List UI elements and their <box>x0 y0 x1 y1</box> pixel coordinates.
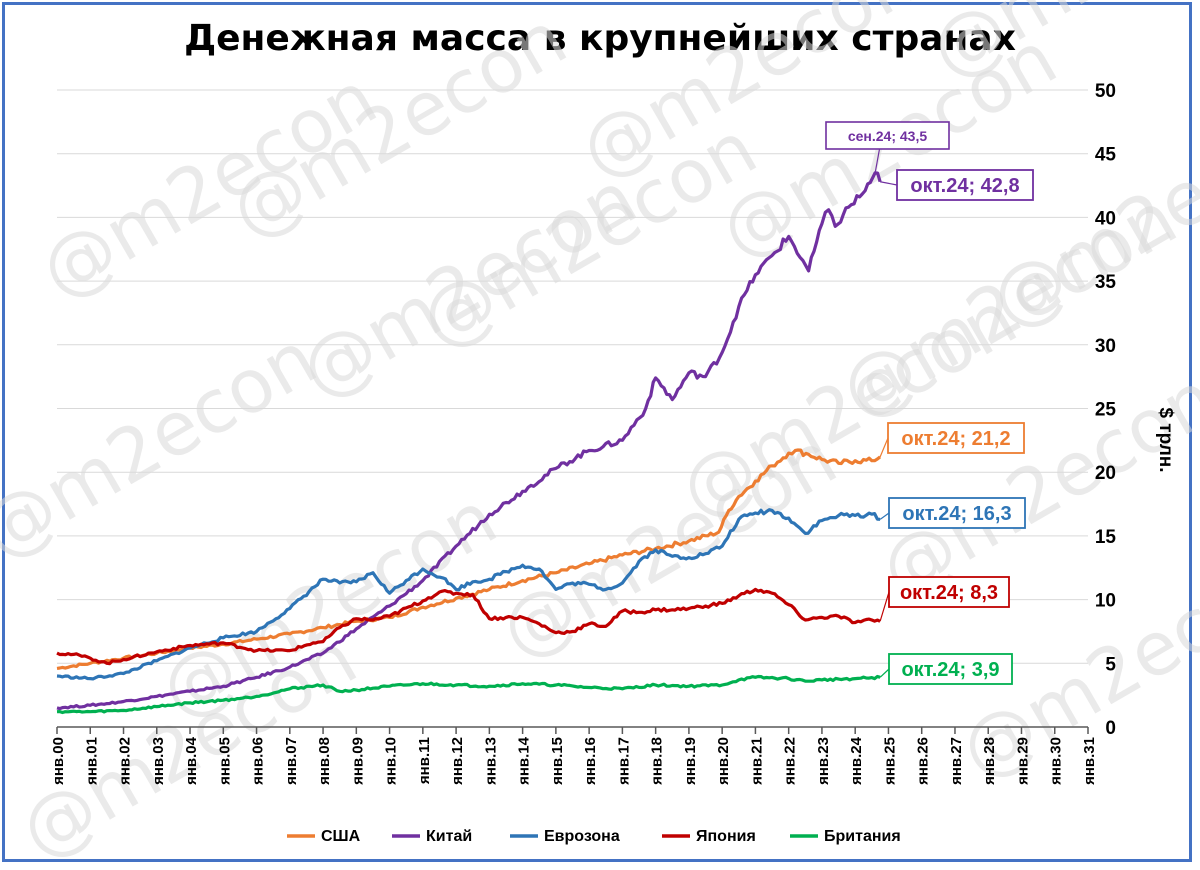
y-axis-label: $ трлн. <box>1155 407 1176 472</box>
x-tick-label: янв.08 <box>316 737 333 785</box>
gridlines <box>57 89 1088 664</box>
legend-label: Британия <box>824 828 901 845</box>
x-tick-label: янв.07 <box>283 737 300 785</box>
x-tick-label: янв.25 <box>881 737 898 785</box>
y-tick-label: 35 <box>1095 272 1117 293</box>
y-tick-label: 30 <box>1095 336 1116 357</box>
legend: США Китай Еврозона Япония Британия <box>287 828 901 845</box>
annotation-leader <box>880 181 898 186</box>
legend-label: США <box>321 828 361 845</box>
x-tick-label: янв.05 <box>216 737 233 785</box>
annotation-box <box>888 497 1026 529</box>
x-tick-label: янв.28 <box>981 737 998 785</box>
annotation-box <box>888 576 1010 608</box>
peak-annotation-leader <box>874 148 881 173</box>
x-tick-label: янв.01 <box>83 737 100 785</box>
x-tick-label: янв.19 <box>682 737 699 785</box>
annotation-layer: окт.24; 21,2 окт.24; 42,8 окт.24; 16,3 окт.… <box>825 121 1034 685</box>
x-tick-label: янв.22 <box>782 737 799 785</box>
annotation-leader <box>879 668 890 678</box>
legend-label: Япония <box>696 828 756 845</box>
x-tick-label: янв.27 <box>948 737 965 785</box>
legend-label: Китай <box>426 828 472 845</box>
peak-annotation-label: сен.24; 43,5 <box>848 128 928 144</box>
x-tick-label: янв.31 <box>1081 737 1098 785</box>
annotation-box <box>887 422 1025 454</box>
x-tick-label: янв.15 <box>549 737 566 785</box>
annotation-label: окт.24; 21,2 <box>901 428 1010 450</box>
x-tick-label: янв.29 <box>1014 737 1031 785</box>
x-tick-label: янв.24 <box>848 736 865 785</box>
x-tick-label: янв.17 <box>615 737 632 785</box>
x-tick-label: янв.12 <box>449 737 466 785</box>
x-tick-label: янв.18 <box>649 737 666 785</box>
series-layer <box>56 171 882 715</box>
series-line <box>56 587 881 666</box>
annotation-box <box>896 169 1034 201</box>
y-tick-label: 50 <box>1095 81 1116 102</box>
x-tick-label: янв.16 <box>582 737 599 785</box>
series-line <box>56 674 881 715</box>
y-tick-label: 40 <box>1095 208 1116 229</box>
x-tick-label: янв.13 <box>482 737 499 785</box>
x-tick-label: янв.10 <box>383 737 400 785</box>
y-tick-label: 20 <box>1095 463 1116 484</box>
annotation-label: окт.24; 16,3 <box>902 503 1011 525</box>
annotation-leader <box>879 512 890 520</box>
annotation-label: окт.24; 3,9 <box>901 659 999 681</box>
legend-label: Еврозона <box>544 828 620 845</box>
chart-title: Денежная масса в крупнейших странах <box>184 18 1016 59</box>
y-tick-label: 25 <box>1095 400 1117 421</box>
y-tick-label: 5 <box>1105 654 1116 675</box>
annotation-leader <box>879 437 889 458</box>
x-tick-label: янв.23 <box>815 737 832 785</box>
axes: 0 5 10 15 20 25 30 35 40 45 50 янв.00 янв.01 янв.02 ян… <box>50 81 1176 785</box>
annotation-label: окт.24; 42,8 <box>910 175 1019 197</box>
x-tick-label: янв.20 <box>715 737 732 785</box>
y-tick-label: 45 <box>1095 145 1117 166</box>
y-tick-label: 15 <box>1095 527 1117 548</box>
x-tick-label: янв.03 <box>150 737 167 785</box>
x-tick-label: янв.21 <box>748 737 765 785</box>
x-tick-label: янв.26 <box>915 737 932 785</box>
series-line <box>56 171 882 711</box>
y-tick-label: 0 <box>1105 718 1116 739</box>
peak-annotation-box <box>825 121 950 150</box>
x-tick-label: янв.11 <box>416 737 433 784</box>
x-tick-label: янв.30 <box>1048 737 1065 785</box>
x-tick-label: янв.06 <box>250 737 267 785</box>
x-tick-label: янв.04 <box>183 736 200 785</box>
x-tick-label: янв.14 <box>516 736 533 785</box>
x-tick-label: янв.09 <box>349 737 366 785</box>
annotation-box <box>888 653 1013 685</box>
x-tick-label: янв.02 <box>117 737 134 785</box>
annotation-label: окт.24; 8,3 <box>900 582 998 604</box>
x-tick-label: янв.00 <box>50 737 67 785</box>
annotation-leader <box>879 591 890 622</box>
watermark-text: @m2econ <box>0 315 331 575</box>
y-tick-label: 10 <box>1095 591 1116 612</box>
